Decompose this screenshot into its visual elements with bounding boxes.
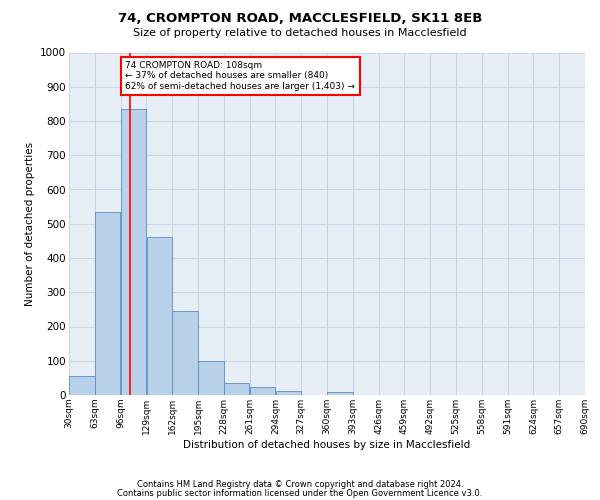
Bar bbox=[146, 238, 172, 395]
Text: 74, CROMPTON ROAD, MACCLESFIELD, SK11 8EB: 74, CROMPTON ROAD, MACCLESFIELD, SK11 8E… bbox=[118, 12, 482, 26]
Bar bbox=[121, 109, 146, 395]
Bar bbox=[95, 212, 121, 395]
Text: Contains HM Land Registry data © Crown copyright and database right 2024.: Contains HM Land Registry data © Crown c… bbox=[137, 480, 463, 489]
Text: Contains public sector information licensed under the Open Government Licence v3: Contains public sector information licen… bbox=[118, 489, 482, 498]
Text: Size of property relative to detached houses in Macclesfield: Size of property relative to detached ho… bbox=[133, 28, 467, 38]
Bar bbox=[172, 311, 198, 395]
Bar bbox=[275, 391, 301, 395]
Bar bbox=[224, 383, 250, 395]
Bar bbox=[69, 376, 95, 395]
Bar bbox=[250, 388, 275, 395]
Bar bbox=[198, 362, 224, 395]
Y-axis label: Number of detached properties: Number of detached properties bbox=[25, 142, 35, 306]
Bar bbox=[327, 392, 353, 395]
X-axis label: Distribution of detached houses by size in Macclesfield: Distribution of detached houses by size … bbox=[184, 440, 470, 450]
Text: 74 CROMPTON ROAD: 108sqm
← 37% of detached houses are smaller (840)
62% of semi-: 74 CROMPTON ROAD: 108sqm ← 37% of detach… bbox=[125, 61, 355, 91]
